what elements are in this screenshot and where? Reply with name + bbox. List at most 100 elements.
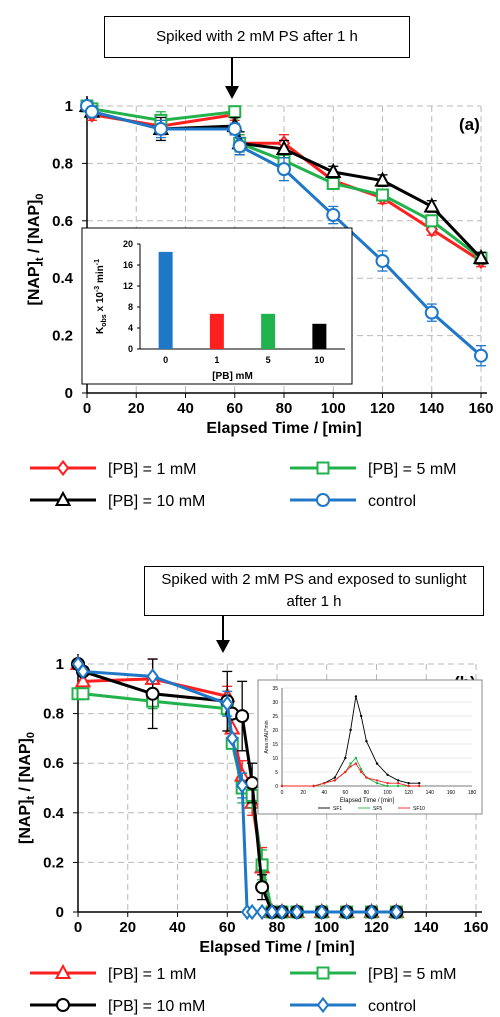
inset-b-y-tick-label: 35 (272, 686, 278, 692)
inset-b-point (333, 779, 336, 782)
data-point (375, 253, 390, 268)
callout-a-text: Spiked with 2 mM PS after 1 h (156, 28, 358, 45)
inset-a-y-tick-label: 0 (128, 344, 133, 354)
inset-b-point (349, 728, 352, 732)
inset-a-x-tick-label: 1 (214, 355, 219, 365)
inset-b-x-tick-label: 180 (468, 790, 477, 796)
data-point (277, 162, 291, 177)
callout-b-line2: after 1 h (286, 593, 342, 610)
legend-marker (56, 998, 70, 1012)
x-tick-label: 20 (119, 919, 136, 936)
x-tick-label: 140 (419, 400, 444, 417)
inset-b-x-tick-label: 60 (343, 790, 349, 796)
data-point (340, 903, 353, 921)
data-point (275, 903, 289, 921)
inset-a-frame (81, 227, 353, 385)
inset-b-y-tick-label: 20 (272, 728, 278, 734)
data-point (265, 903, 279, 921)
callout-b-line1: Spiked with 2 mM PS and exposed to sunli… (161, 571, 467, 588)
x-tick-label: 60 (226, 400, 243, 417)
x-tick-label: 100 (321, 400, 346, 417)
data-point (290, 903, 304, 921)
inset-b-y-tick-label: 30 (272, 700, 278, 706)
inset-b-point (323, 782, 326, 785)
data-point (365, 903, 378, 921)
data-point (145, 686, 160, 701)
y-tick-label: 0.8 (43, 706, 64, 723)
y-tick-label: 1 (65, 98, 73, 115)
legend-marker (316, 493, 330, 507)
inset-b-y-tick-label: 10 (272, 756, 278, 762)
x-tick-label: 60 (219, 919, 236, 936)
inset-b-x-tick-label: 20 (300, 790, 306, 796)
legend-marker (316, 461, 330, 475)
series-b-3 (71, 655, 403, 921)
inset-b-point (396, 782, 400, 785)
inset-a-y-tick-label: 8 (128, 302, 133, 312)
inset-a-y-tick-label: 20 (123, 239, 133, 249)
y-axis-label: [NAP]t / [NAP]0 (17, 732, 37, 844)
inset-a-y-label-sup: -1 (94, 259, 101, 265)
x-tick-label: 40 (169, 919, 186, 936)
callout-b: Spiked with 2 mM PS and exposed to sunli… (144, 566, 484, 616)
inset-b-point (386, 773, 389, 776)
legend-marker (316, 996, 330, 1014)
x-tick-label: 20 (128, 400, 145, 417)
legend-label: [PB] = 5 mM (368, 461, 456, 478)
inset-b-point (386, 782, 389, 785)
inset-b-point (418, 784, 421, 788)
y-tick-label: 0.6 (52, 213, 73, 230)
inset-b-point (359, 770, 363, 774)
inset-b-y-tick-label: 25 (272, 714, 278, 720)
inset-a-y-label-sub: obs (101, 314, 108, 327)
y-label-subscript: t (34, 257, 46, 261)
inset-b-x-tick-label: 140 (426, 790, 435, 796)
series-a-3 (80, 99, 488, 367)
data-point (220, 695, 234, 712)
panel-label: (a) (459, 115, 480, 134)
inset-a-y-label-sup: -3 (94, 286, 101, 292)
chart-b: 0 20 40 60 80 100 120 140 16000.20.40.60.81Elaps… (17, 616, 489, 1015)
inset-a-y-tick-label: 16 (123, 260, 133, 270)
inset-b-point (349, 762, 352, 765)
legend-marker (54, 963, 72, 979)
inset-b-legend-label: SF1 (333, 806, 342, 812)
inset-a-x-label: [PB] mM (212, 371, 253, 382)
data-point (76, 687, 90, 701)
inset-b-y-tick-label: 15 (272, 742, 278, 748)
inset-b-point (354, 756, 358, 760)
inset-a: 0 4 8 12 16 20 0 1 5 10 [PB] mM Kobs x 10-3 min-1 (81, 227, 353, 385)
data-point (232, 139, 247, 154)
series-line (85, 105, 482, 357)
inset-a-y-tick-label: 4 (128, 323, 133, 333)
y-label-subscript: 0 (34, 193, 46, 199)
y-tick-label: 1 (56, 656, 64, 673)
inset-a-y-label-part: x 10 (95, 292, 106, 315)
inset-b-point (349, 765, 352, 768)
inset-b-point (344, 770, 347, 774)
data-point (74, 672, 92, 688)
inset-b-legend-label: SF10 (413, 806, 425, 812)
x-tick-label: 0 (74, 919, 82, 936)
legend-label: [PB] = 10 mM (108, 998, 205, 1015)
x-tick-label: 100 (314, 919, 339, 936)
y-tick-label: 0.6 (43, 755, 64, 772)
data-point (153, 121, 168, 136)
inset-b-point (418, 782, 421, 785)
legend-marker (54, 490, 72, 506)
inset-b-x-tick-label: 120 (404, 790, 413, 796)
inset-b-point (354, 695, 358, 698)
inset-b-y-label: Area mAU*min (264, 720, 270, 753)
inset-b-point (344, 756, 347, 760)
y-tick-label: 0 (65, 385, 73, 402)
data-point (325, 162, 342, 179)
x-tick-label: 120 (364, 919, 389, 936)
inset-b-point (333, 776, 336, 779)
data-point (326, 176, 340, 190)
y-tick-label: 0.2 (52, 328, 73, 345)
inset-a-bar (158, 251, 173, 349)
callout-a: Spiked with 2 mM PS after 1 h (104, 16, 410, 58)
series-line (86, 104, 482, 260)
data-point (228, 105, 242, 119)
data-point (235, 777, 249, 794)
